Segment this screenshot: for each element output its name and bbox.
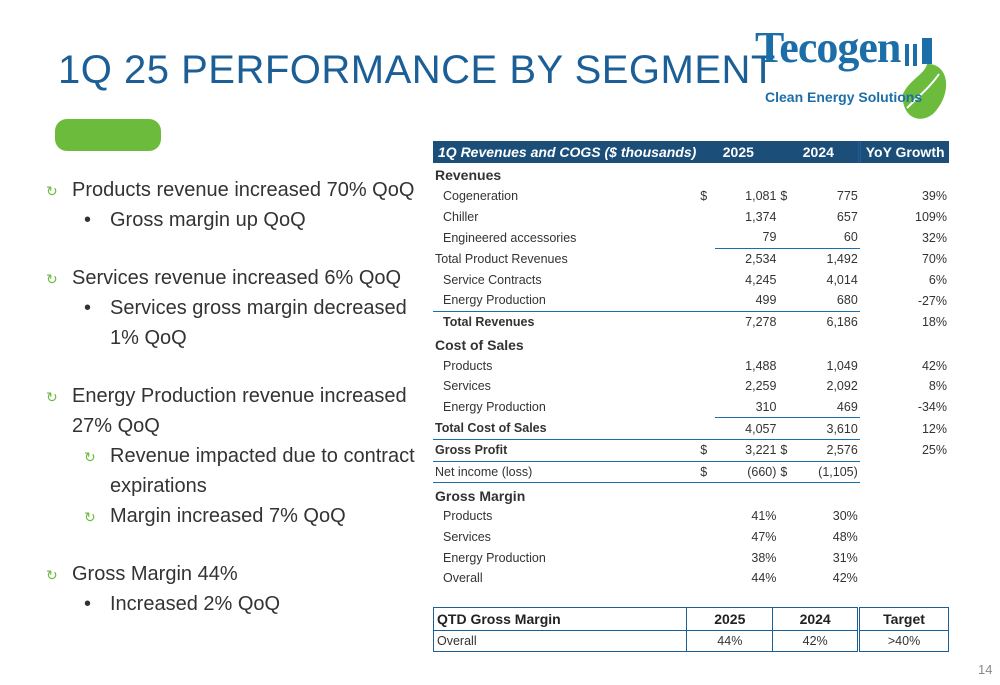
table-row: Services 2,259 2,092 8% [443,379,947,394]
section-label: Gross Margin [435,487,526,504]
section-label: Revenues [435,167,502,184]
table-row: Products 1,488 1,049 42% [443,358,947,373]
header-2024: 2024 [778,141,860,163]
bullet-item: ↻ Energy Production revenue increased 27%… [46,381,416,441]
recycle-arrow-icon: ↻ [84,449,96,465]
page-title: 1Q 25 PERFORMANCE BY SEGMENT [58,48,776,92]
table-row: Energy Production 310 469 -34% [433,396,949,419]
recycle-arrow-icon: ↻ [46,567,58,583]
sub-bullet-item: • Gross margin up QoQ [46,205,416,235]
recycle-arrow-icon: ↻ [84,509,96,525]
table-row: Services 47% 48% [443,530,858,545]
table-row: Net income (loss) $ (660) $ (1,105) [433,461,949,484]
table-row: Engineered accessories 79 60 32% [433,227,949,249]
bullet-list: ↻ Products revenue increased 70% QoQ • Gro… [46,175,416,619]
table-row: Gross Profit $ 3,221 $ 2,576 25% [433,439,949,462]
qtd-header-target: Target [857,607,949,631]
tecogen-logo: Tecogen Clean Energy Solutions [755,22,955,122]
bullet-dot-icon: • [84,593,92,615]
table-row: Service Contracts 4,245 4,014 6% [443,272,947,287]
sub-bullet-item: ↻ Margin increased 7% QoQ [46,501,416,531]
header-2025: 2025 [698,141,779,163]
recycle-arrow-icon: ↻ [46,389,58,405]
table-row: Energy Production 38% 31% [443,550,858,565]
logo-wordmark: Tecogen [755,23,901,72]
table-row: Total Cost of Sales 4,057 3,610 12% [433,417,949,440]
section-label: Cost of Sales [435,336,524,353]
bullet-item: ↻ Services revenue increased 6% QoQ [46,263,416,293]
table-header-label: 1Q Revenues and COGS ($ thousands) [433,141,699,163]
recycle-arrow-icon: ↻ [46,183,58,199]
header-yoy: YoY Growth [858,141,949,163]
sub-bullet-item: • Services gross margin decreased 1% QoQ [46,293,416,353]
bullet-item: ↻ Products revenue increased 70% QoQ [46,175,416,205]
table-header-row: 1Q Revenues and COGS ($ thousands) 2025 … [433,141,949,163]
qtd-gross-margin-table: QTD Gross Margin 2025 2024 Target Overal… [432,607,949,652]
logo-tagline: Clean Energy Solutions [765,89,923,105]
table-row: Products 41% 30% [443,509,858,524]
qtd-header-label: QTD Gross Margin [432,607,688,631]
revenues-cogs-table: 1Q Revenues and COGS ($ thousands) 2025 … [433,141,949,589]
table-row: Energy Production 499 680 -27% [433,290,949,312]
table-header-row: QTD Gross Margin 2025 2024 Target [432,607,949,631]
bullet-item: ↻ Gross Margin 44% [46,559,416,589]
table-row: Total Revenues 7,278 6,186 18% [443,314,947,330]
table-row: Chiller 1,374 657 109% [443,209,947,224]
sub-bullet-item: • Increased 2% QoQ [46,589,416,619]
leaf-plug-icon [902,38,947,119]
qtd-header-2024: 2024 [772,607,860,631]
table-row: Overall 44% 42% >40% [432,630,949,652]
table-row: Total Product Revenues 2,534 1,492 70% [435,251,947,267]
green-pill-decoration [55,119,161,151]
page-number: 14 [978,662,993,677]
qtd-header-2025: 2025 [686,607,774,631]
bullet-dot-icon: • [84,209,92,231]
table-row: Cogeneration $ 1,081 $ 775 39% [443,189,947,204]
recycle-arrow-icon: ↻ [46,271,58,287]
table-row: Overall 44% 42% [443,571,858,586]
sub-bullet-item: ↻ Revenue impacted due to contract expira… [46,441,416,501]
bullet-dot-icon: • [84,297,92,319]
